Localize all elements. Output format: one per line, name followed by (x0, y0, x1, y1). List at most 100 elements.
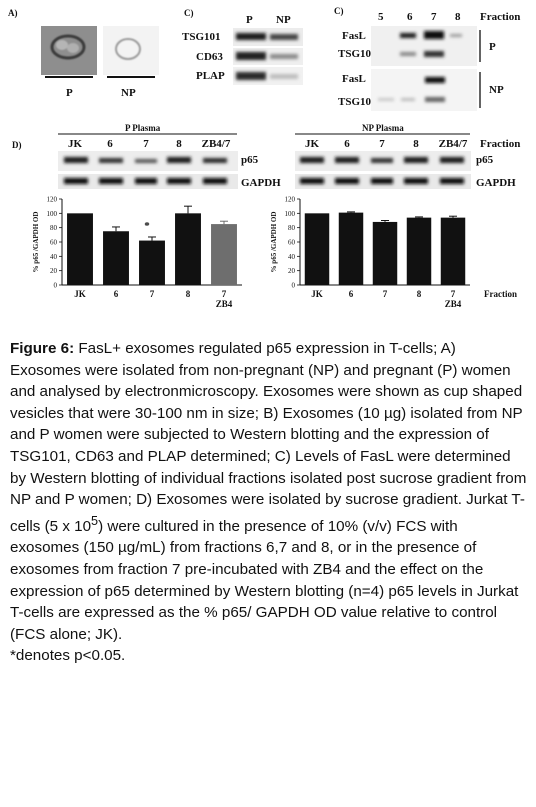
p-plasma-xtick-label: ZB4 (216, 299, 233, 309)
np-plasma-ytick-label: 40 (288, 253, 296, 261)
p-plasma-ytick-label: 40 (50, 253, 58, 261)
caption-superscript: 5 (91, 513, 99, 528)
p-plasma-lane-0: JK (68, 138, 83, 150)
c-np-fasl: FasL (342, 73, 366, 85)
band-tsg101-p (236, 33, 266, 40)
np-plasma-xtick-label: 8 (417, 289, 422, 299)
caption-heading: Figure 6: (10, 340, 75, 357)
p-plasma-bar (211, 224, 237, 285)
p-plasma-bar (139, 240, 165, 285)
p-plasma-bar (67, 213, 93, 285)
np-plasma-lane-labels: JK 6 7 8 ZB4/7 (305, 138, 468, 150)
row-label-cd63: CD63 (196, 51, 223, 63)
panel-b-label: C) (184, 8, 194, 18)
band-plap-np (270, 74, 298, 79)
np-plasma-lane-0: JK (305, 138, 320, 150)
col-label-np: NP (276, 14, 291, 26)
p-plasma-lane-3: 8 (176, 138, 182, 150)
band-tsg101-np (270, 34, 298, 40)
np-plasma-ytick-label: 0 (292, 282, 296, 290)
caption-body: Figure 6: FasL+ exosomes regulated p65 e… (10, 338, 528, 645)
figure-caption: Figure 6: FasL+ exosomes regulated p65 e… (10, 338, 528, 667)
d-right-gapdh: GAPDH (476, 177, 516, 189)
caption-text-2: ) were cultured in the presence of 10% (… (10, 517, 519, 643)
p-plasma-bar (103, 231, 129, 285)
p-plasma-lane-4: ZB4/7 (202, 138, 231, 150)
caption-footnote: *denotes p<0.05. (10, 647, 126, 665)
np-plasma-bar (406, 217, 432, 285)
p-plasma-ytick-label: 80 (50, 224, 58, 232)
c-p-tsg101: TSG101 (338, 48, 377, 60)
significance-star: * (144, 220, 150, 232)
panel-d-label: D) (12, 140, 22, 150)
p-plasma-bar (175, 213, 201, 285)
p-plasma-ytick-label: 20 (50, 267, 58, 275)
fraction-5: 5 (378, 11, 384, 23)
np-plasma-xtick-label: JK (311, 289, 323, 299)
em-label-p: P (66, 87, 73, 99)
c-p-fasl: FasL (342, 30, 366, 42)
np-plasma-xlabel: Fraction (484, 289, 517, 299)
np-plasma-lane-2: 7 (379, 138, 385, 150)
p-plasma-xtick-label: 6 (114, 289, 119, 299)
panel-a-label: A) (8, 8, 18, 18)
p-plasma-xtick-label: 7 (222, 289, 227, 299)
np-plasma-xtick-label: 7 (451, 289, 456, 299)
d-right-p65: p65 (476, 154, 494, 166)
np-plasma-lane-1: 6 (344, 138, 350, 150)
caption-text-1: FasL+ exosomes regulated p65 expression … (10, 340, 527, 535)
c-group-p: P (489, 41, 496, 53)
em-image-np (103, 26, 159, 75)
p-plasma-ytick-label: 0 (54, 282, 58, 290)
np-plasma-bar (372, 221, 398, 285)
np-plasma-lane-4: ZB4/7 (439, 138, 468, 150)
np-plasma-ytick-label: 20 (288, 267, 296, 275)
figure-panels: A) P NP C) P NP TSG101 CD63 PLAP (8, 6, 520, 310)
p-plasma-xtick-label: JK (74, 289, 86, 299)
np-plasma-bar (304, 213, 330, 285)
p-plasma-lane-2: 7 (143, 138, 149, 150)
fraction-7: 7 (431, 11, 437, 23)
panel-a: A) P NP (8, 8, 159, 99)
p-plasma-xtick-label: 8 (186, 289, 191, 299)
p-plasma-ylabel: % p65 /GAPDH OD (32, 212, 40, 273)
np-plasma-xtick-label: ZB4 (445, 299, 462, 309)
np-plasma-ytick-label: 60 (288, 239, 296, 247)
band-cd63-p (236, 52, 266, 60)
band-plap-p (236, 72, 266, 80)
c-group-np: NP (489, 84, 504, 96)
panel-c-label: C) (334, 6, 344, 16)
np-plasma-xtick-label: 7 (383, 289, 388, 299)
p-plasma-xtick-label: 7 (150, 289, 155, 299)
p-plasma-lane-1: 6 (107, 138, 113, 150)
col-label-p: P (246, 14, 253, 26)
np-plasma-bar (338, 212, 364, 285)
fraction-6: 6 (407, 11, 413, 23)
panel-c: C) 5 6 7 8 Fraction FasL TSG101 FasL TSG… (334, 6, 520, 111)
np-plasma-xtick-label: 6 (349, 289, 354, 299)
np-plasma-ytick-label: 80 (288, 224, 296, 232)
np-plasma-bar (440, 217, 466, 285)
p-plasma-title: P Plasma (125, 123, 161, 133)
c-np-tsg101: TSG101 (338, 96, 377, 108)
fraction-header: Fraction (480, 11, 520, 23)
np-plasma-lane-3: 8 (413, 138, 419, 150)
p-plasma-ytick-label: 120 (47, 196, 58, 204)
np-plasma-title: NP Plasma (362, 123, 404, 133)
p-plasma-ytick-label: 60 (50, 239, 58, 247)
fraction-8: 8 (455, 11, 461, 23)
panel-b: C) P NP TSG101 CD63 PLAP (182, 8, 303, 85)
em-label-np: NP (121, 87, 136, 99)
p-plasma-ytick-label: 100 (47, 210, 58, 218)
row-label-plap: PLAP (196, 70, 225, 82)
np-plasma-ylabel: % p65 /GAPDH OD (270, 212, 278, 273)
panel-d: D) P Plasma NP Plasma JK 6 7 8 ZB4/7 JK 6 7 8 ZB… (12, 123, 520, 189)
row-label-tsg101: TSG101 (182, 31, 221, 43)
np-plasma-ytick-label: 100 (285, 210, 296, 218)
d-fraction-header: Fraction (480, 138, 520, 150)
band-cd63-np (270, 54, 298, 59)
np-plasma-ytick-label: 120 (285, 196, 296, 204)
p-plasma-lane-labels: JK 6 7 8 ZB4/7 (68, 138, 231, 150)
